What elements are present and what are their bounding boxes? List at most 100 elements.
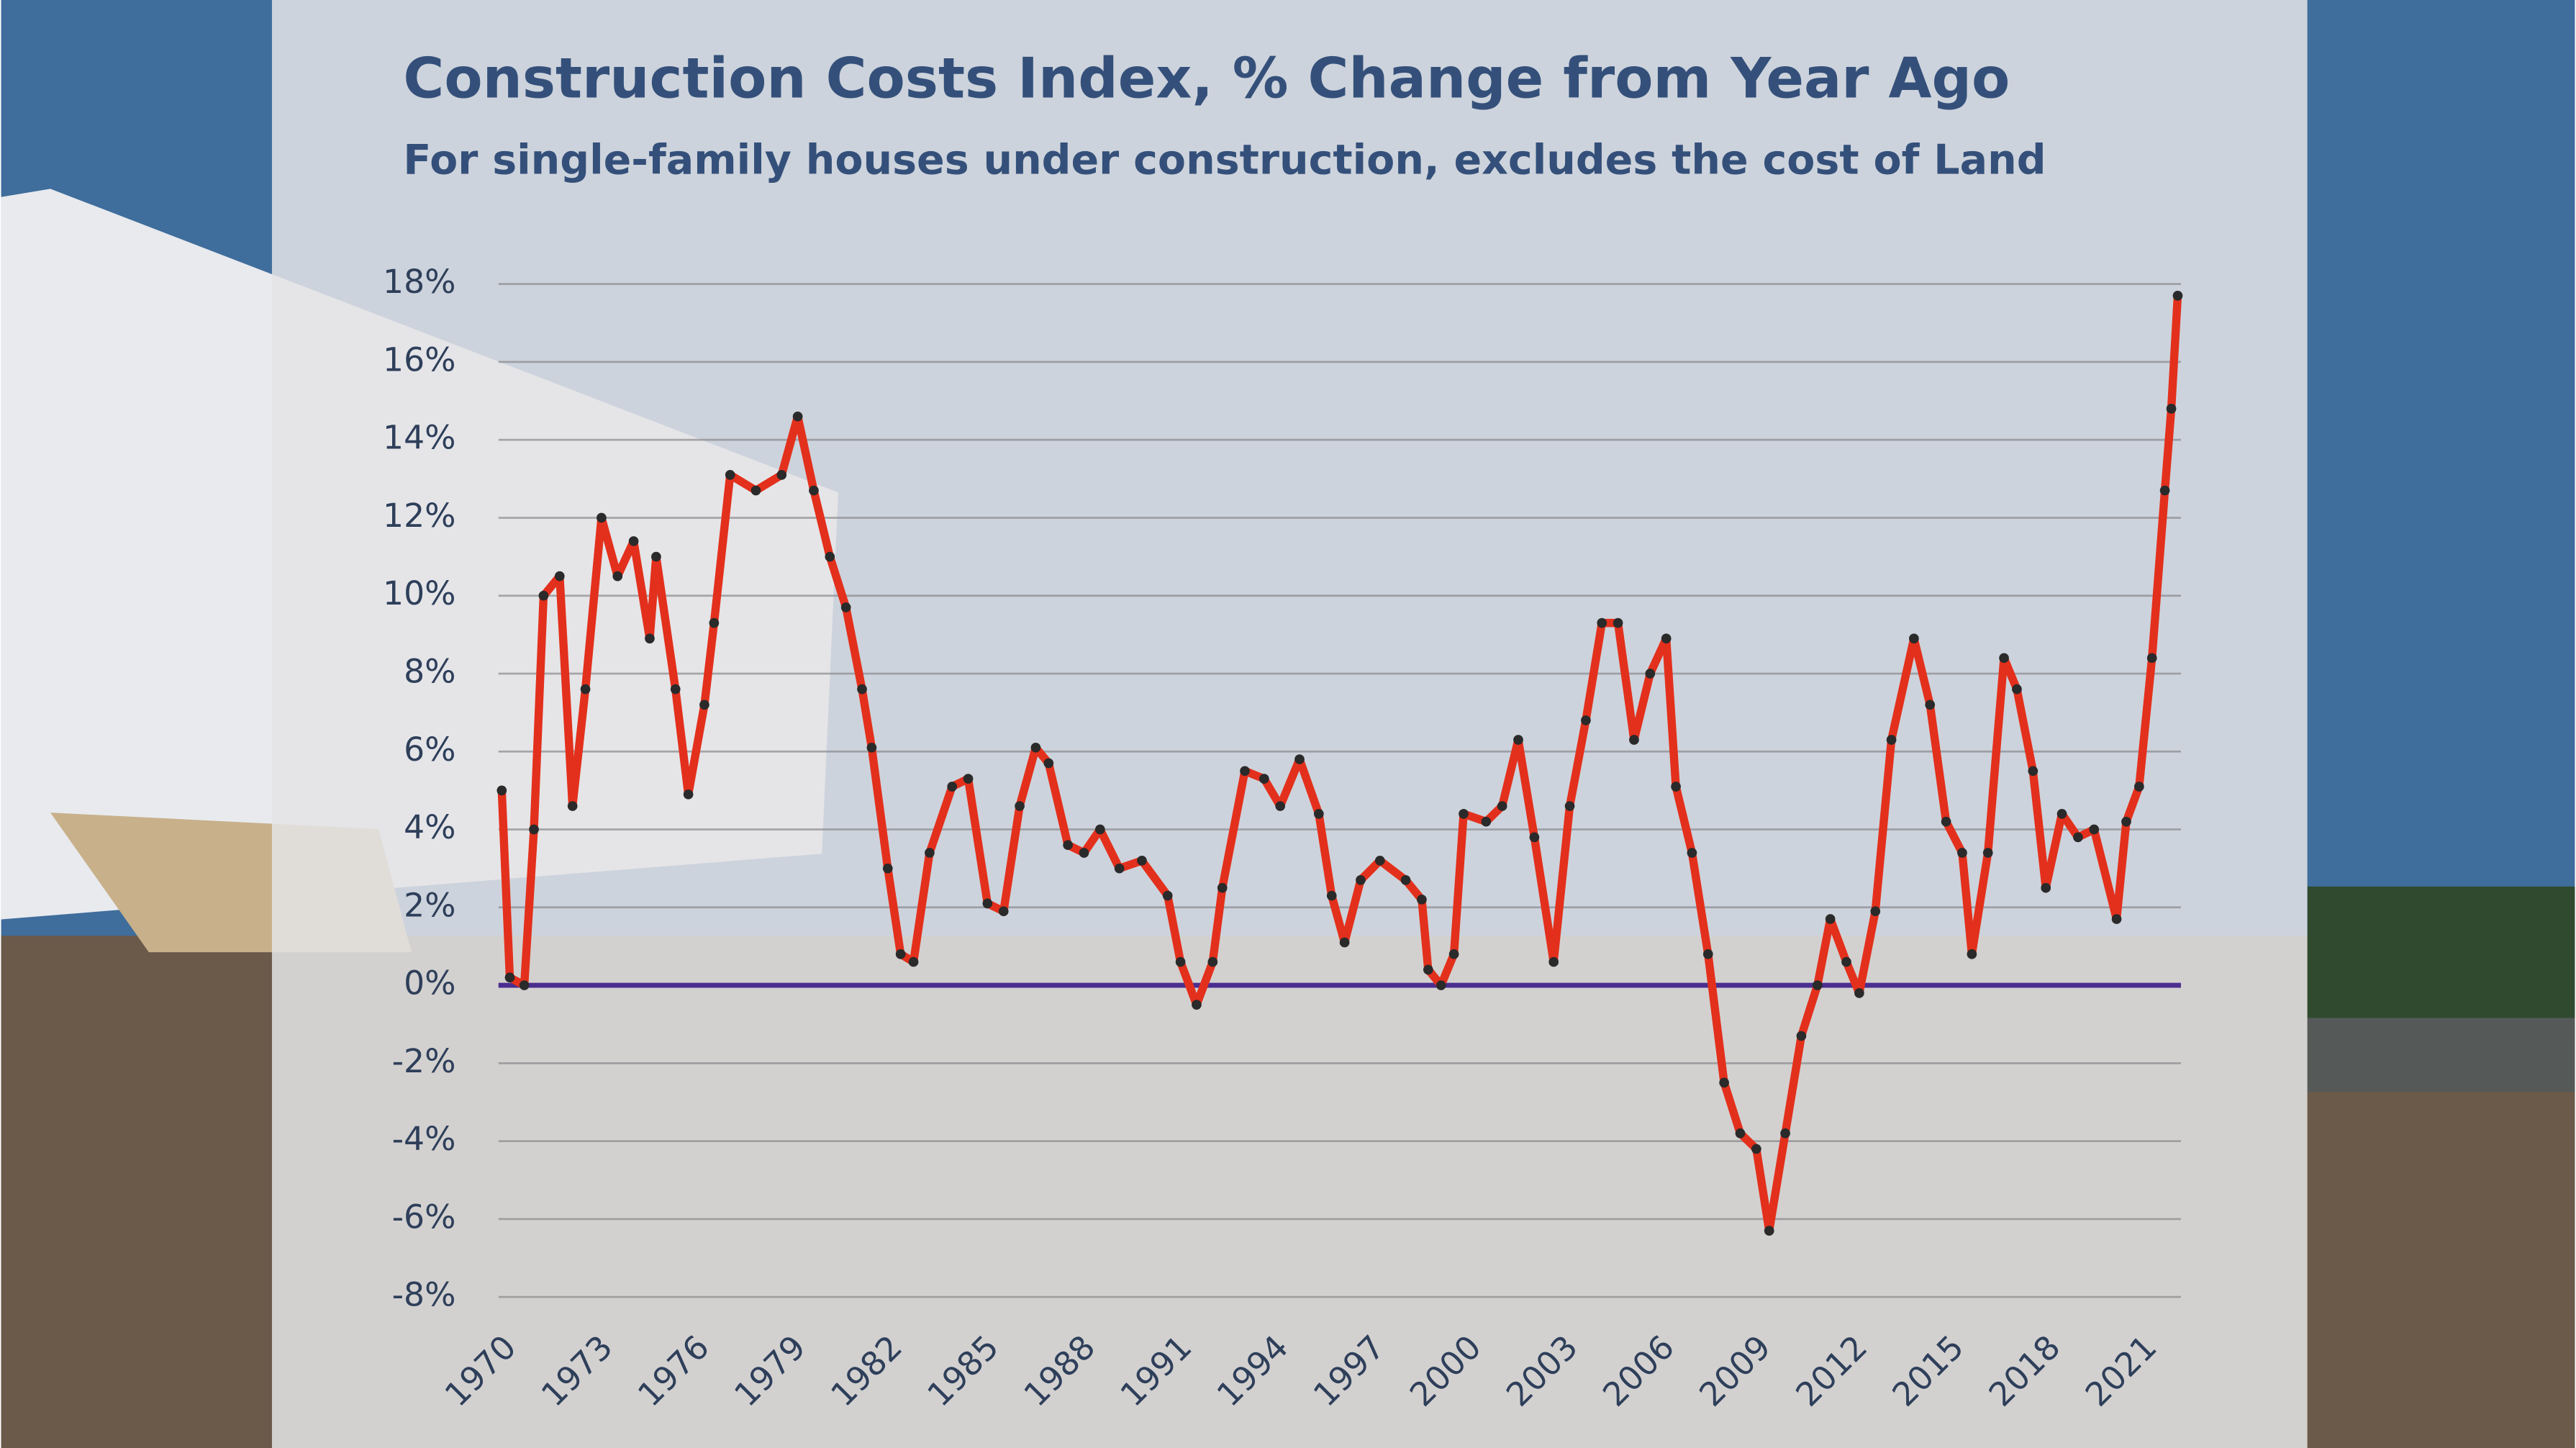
data-point [554,571,565,582]
data-point [1925,700,1936,710]
data-point [2146,653,2157,664]
data-point [1481,816,1492,827]
data-point [1207,956,1218,967]
data-point [809,485,819,496]
y-tick-label: 16% [383,340,455,379]
roof [2307,1018,2575,1092]
y-tick-label: -2% [392,1042,456,1080]
data-point [998,906,1009,917]
data-point [840,602,851,612]
data-point [1751,1144,1761,1154]
data-point [750,485,761,496]
data-point [1356,875,1366,885]
y-tick-label: 10% [383,574,455,612]
data-point [2028,766,2038,777]
data-point [2172,291,2183,301]
y-tick-label: 4% [404,808,455,846]
data-point [1175,956,1186,967]
data-point [1548,956,1559,967]
y-tick-label: 8% [404,652,455,690]
y-tick-label: -8% [392,1276,456,1314]
data-point [1314,809,1324,819]
data-point [1326,890,1337,901]
data-point [496,785,507,796]
data-point [1043,758,1054,769]
data-point [1671,782,1681,792]
data-point [1886,735,1897,745]
y-tick-label: 2% [404,886,455,924]
data-point [1137,855,1147,866]
data-point [1436,980,1446,990]
data-point [947,782,958,792]
data-point [1513,735,1523,745]
data-point [1217,882,1228,893]
data-point [1339,937,1350,948]
data-point [1629,735,1639,745]
data-point [1529,832,1540,843]
data-point [1645,669,1656,679]
data-point [1497,801,1507,811]
data-point [1423,964,1433,975]
data-point [1459,809,1469,819]
data-point [1374,855,1385,866]
data-point [1941,816,1951,827]
data-point [1825,914,1836,924]
data-point [1030,742,1041,753]
data-point [2166,404,2177,414]
data-point [1812,980,1823,990]
data-point [1597,617,1607,628]
data-point [2073,832,2083,843]
data-point [645,633,655,644]
data-point [1764,1226,1774,1236]
data-point [1909,633,1919,644]
chart-panel [271,0,2308,1448]
y-tick-label: 6% [404,730,455,769]
y-tick-label: 14% [383,419,455,457]
data-point [825,551,835,562]
data-point [2121,816,2131,827]
data-point [1259,774,1269,784]
data-point [1063,840,1073,851]
data-point [1957,848,1967,858]
data-point [1192,1000,1202,1010]
data-point [1015,801,1025,811]
data-point [709,617,720,628]
data-point [1294,754,1305,764]
chart-subtitle: For single-family houses under construct… [403,136,2046,184]
data-point [1162,890,1173,901]
data-point [857,684,867,694]
data-point [895,949,906,959]
data-point [1564,801,1575,811]
data-point [1870,906,1881,917]
data-point [628,536,639,546]
chart-title: Construction Costs Index, % Change from … [403,47,2010,112]
data-point [982,898,993,909]
y-tick-label: -6% [392,1198,456,1236]
data-point [792,411,803,422]
data-point [1687,848,1697,858]
data-point [1702,949,1713,959]
data-point [519,980,530,990]
data-point [1581,715,1591,725]
data-point [1417,895,1427,905]
data-point [1240,766,1250,777]
data-point [529,824,539,835]
trees [2307,886,2575,1035]
data-point [504,972,515,983]
data-point [699,700,709,710]
data-point [1400,875,1411,885]
data-point [1095,824,1105,835]
y-tick-label: 18% [383,263,455,301]
data-point [1735,1128,1746,1139]
data-point [908,956,919,967]
data-point [1079,848,1089,858]
data-point [1719,1077,1729,1088]
data-point [2134,782,2144,792]
data-point [1982,848,1993,858]
data-point [2041,882,2051,893]
data-point [2111,914,2122,924]
data-point [776,470,787,480]
data-point [670,684,681,694]
